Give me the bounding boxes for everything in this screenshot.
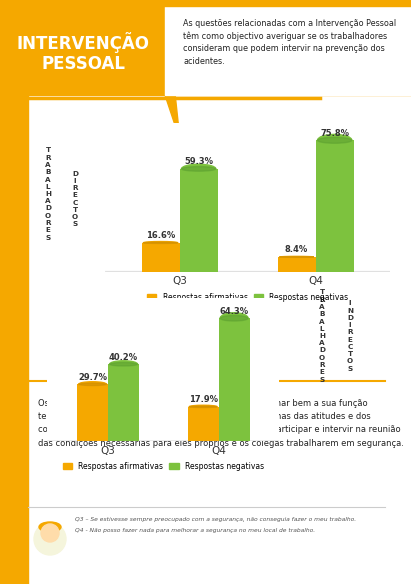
Ellipse shape <box>79 383 106 385</box>
Polygon shape <box>105 272 411 277</box>
Circle shape <box>41 524 59 542</box>
Ellipse shape <box>39 522 61 532</box>
Text: 40.2%: 40.2% <box>109 353 138 362</box>
Bar <box>77 384 108 441</box>
Text: As questões relacionadas com a Intervenção Pessoal
têm como objectivo averiguar : As questões relacionadas com a Intervenç… <box>183 19 396 65</box>
Polygon shape <box>47 441 296 446</box>
Ellipse shape <box>220 315 248 321</box>
Bar <box>0 0 411 95</box>
Ellipse shape <box>318 134 352 146</box>
Bar <box>141 243 180 272</box>
Bar <box>0 0 411 6</box>
Text: I
N
D
I
R
E
C
T
O
S: I N D I R E C T O S <box>347 300 353 371</box>
Polygon shape <box>0 0 180 140</box>
Bar <box>165 0 411 95</box>
Polygon shape <box>105 272 390 274</box>
Ellipse shape <box>143 242 178 244</box>
Text: Q3 – Se estivesse sempre preocupado com a segurança, não conseguia fazer o meu t: Q3 – Se estivesse sempre preocupado com … <box>75 517 356 522</box>
Text: T
R
A
B
A
L
H
A
D
O
R
E
S: T R A B A L H A D O R E S <box>319 290 325 383</box>
Bar <box>0 0 28 584</box>
Bar <box>316 140 354 272</box>
Ellipse shape <box>110 363 138 366</box>
Ellipse shape <box>318 137 352 143</box>
Text: 16.6%: 16.6% <box>146 231 175 240</box>
Bar <box>277 257 316 272</box>
Ellipse shape <box>182 166 216 171</box>
Text: 8.4%: 8.4% <box>285 245 308 255</box>
Bar <box>219 318 249 441</box>
Ellipse shape <box>279 256 314 258</box>
Bar <box>108 364 139 441</box>
Circle shape <box>34 523 66 555</box>
Text: D
I
R
E
C
T
O
S: D I R E C T O S <box>72 171 78 227</box>
Text: 64.3%: 64.3% <box>219 307 249 316</box>
Ellipse shape <box>189 405 217 408</box>
Text: T
R
A
B
A
L
H
A
D
O
R
E
S: T R A B A L H A D O R E S <box>45 148 51 241</box>
Ellipse shape <box>279 257 314 258</box>
Ellipse shape <box>143 242 178 244</box>
Ellipse shape <box>182 164 216 173</box>
Text: 75.8%: 75.8% <box>320 128 349 138</box>
Bar <box>180 169 218 272</box>
Text: INTERVENÇÃO
PESSOAL: INTERVENÇÃO PESSOAL <box>16 32 150 74</box>
Ellipse shape <box>189 406 217 408</box>
Legend: Respostas afirmativas, Respostas negativas: Respostas afirmativas, Respostas negativ… <box>147 293 348 303</box>
Text: Q4 - Não posso fazer nada para melhorar a segurança no meu local de trabalho.: Q4 - Não posso fazer nada para melhorar … <box>75 528 315 533</box>
Text: Os trabalhadores reconhecem que é possível desempenhar bem a sua função
tecnicam: Os trabalhadores reconhecem que é possív… <box>38 399 404 448</box>
Ellipse shape <box>110 361 138 368</box>
Ellipse shape <box>220 313 248 324</box>
Text: 17.9%: 17.9% <box>189 395 218 405</box>
Text: 59.3%: 59.3% <box>184 157 213 166</box>
Bar <box>188 407 219 441</box>
Text: 29.7%: 29.7% <box>78 373 107 382</box>
Ellipse shape <box>79 382 106 387</box>
Legend: Respostas afirmativas, Respostas negativas: Respostas afirmativas, Respostas negativ… <box>63 462 264 471</box>
